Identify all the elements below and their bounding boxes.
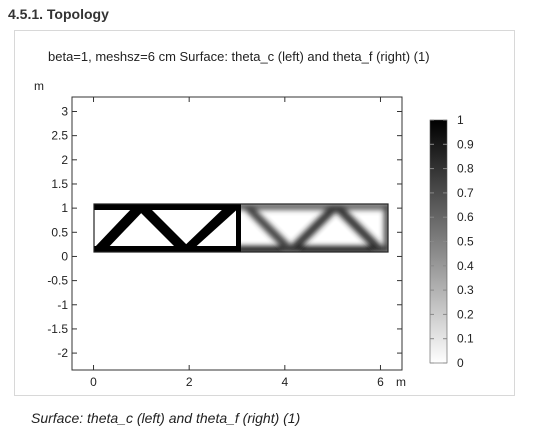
colorbar-tick-label: 0.1 — [457, 332, 474, 346]
colorbar-tick-label: 0.6 — [457, 210, 474, 224]
x-tick-label: 4 — [281, 375, 288, 389]
section-title: 4.5.1. Topology — [8, 6, 109, 22]
y-tick-label: 2.5 — [51, 129, 68, 143]
y-tick-label: 0 — [61, 249, 68, 263]
theta-f-right-structure — [241, 204, 388, 252]
x-ticks-group: 0 2 4 6 — [90, 97, 384, 389]
y-ticks-group: 3 2.5 2 1.5 1 0.5 0 -0.5 -1 -1.5 -2 — [47, 104, 402, 360]
x-tick-label: 6 — [377, 375, 384, 389]
colorbar-tick-label: 0.7 — [457, 186, 474, 200]
colorbar-tick-label: 0.2 — [457, 307, 474, 321]
y-tick-label: 1 — [61, 201, 68, 215]
y-tick-label: -0.5 — [47, 274, 68, 288]
theta-c-left-structure — [94, 204, 241, 252]
plot-title: beta=1, meshsz=6 cm Surface: theta_c (le… — [48, 49, 430, 64]
colorbar-ticks-group: 1 0.9 0.8 0.7 0.6 0.5 0.4 0.3 0.2 0.1 0 — [430, 113, 474, 370]
x-tick-label: 2 — [186, 375, 193, 389]
figure-caption: Surface: theta_c (left) and theta_f (rig… — [31, 410, 301, 426]
colorbar-tick-label: 0.8 — [457, 162, 474, 176]
colorbar-tick-label: 0 — [457, 356, 464, 370]
beam-domain-border — [93, 203, 389, 253]
colorbar-tick-label: 1 — [457, 113, 464, 127]
colorbar-tick-label: 0.5 — [457, 235, 474, 249]
y-tick-label: -1 — [57, 298, 68, 312]
y-tick-label: 3 — [61, 104, 68, 118]
y-tick-label: 1.5 — [51, 177, 68, 191]
x-tick-label: 0 — [90, 375, 97, 389]
x-unit-label: m — [396, 375, 406, 389]
y-tick-label: -2 — [57, 346, 68, 360]
colorbar-tick-label: 0.4 — [457, 259, 474, 273]
colorbar-tick-label: 0.3 — [457, 283, 474, 297]
y-tick-label: 0.5 — [51, 225, 68, 239]
colorbar-tick-label: 0.9 — [457, 137, 474, 151]
y-tick-label: 2 — [61, 153, 68, 167]
y-tick-label: -1.5 — [47, 322, 68, 336]
y-unit-label: m — [34, 79, 44, 93]
